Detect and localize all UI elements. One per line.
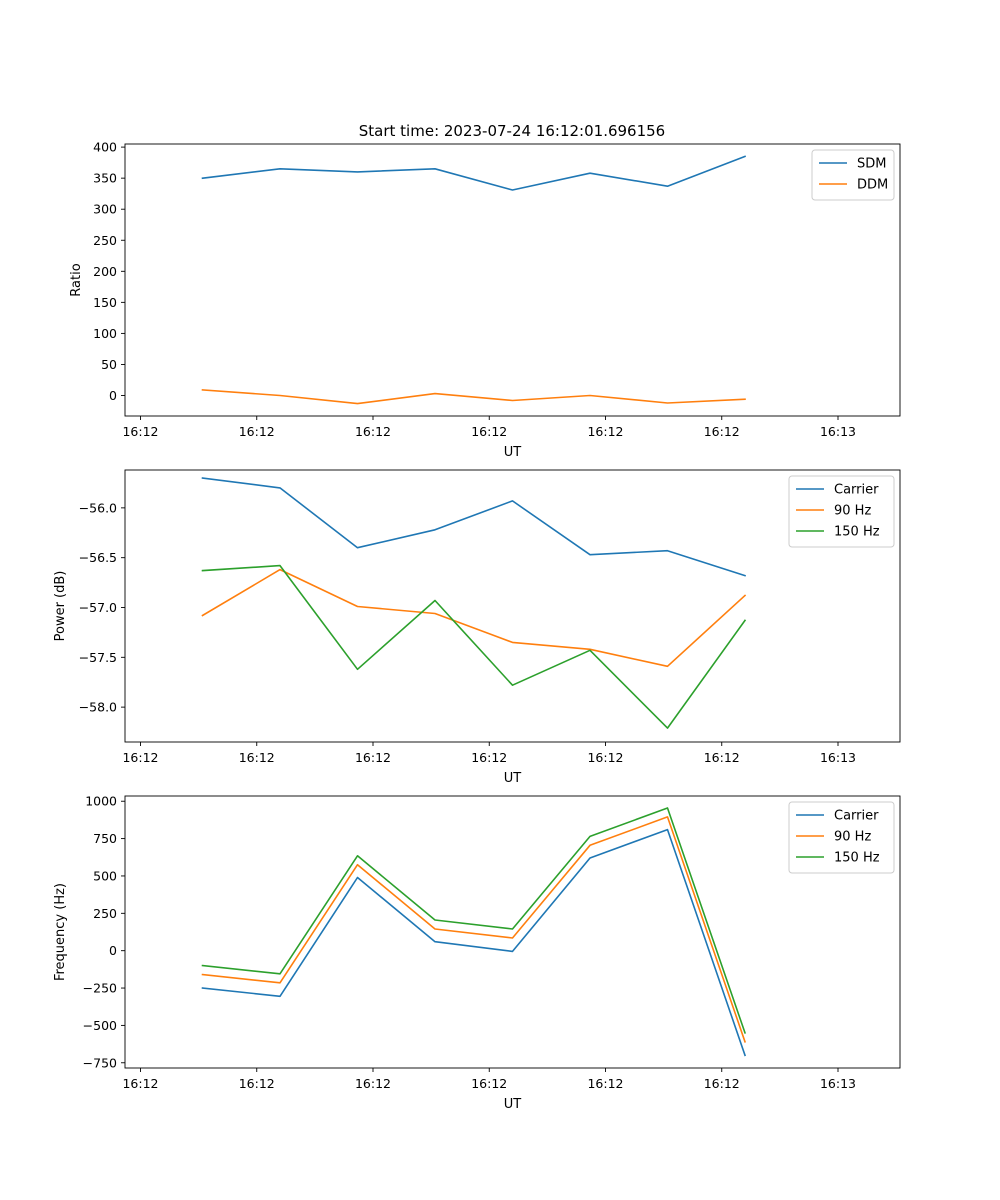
series-line-carrier: [201, 828, 747, 1057]
y-axis-label: Power (dB): [53, 571, 68, 642]
x-tick-label: 16:12: [239, 424, 275, 439]
series-line-150-hz: [201, 807, 747, 1034]
series-line-ddm: [201, 389, 746, 405]
x-tick-label: 16:12: [587, 750, 623, 765]
x-tick-label: 16:12: [239, 1076, 275, 1091]
y-tick-label: 100: [93, 326, 117, 341]
x-axis-label: UT: [504, 445, 522, 460]
plot-area: [125, 470, 900, 742]
x-tick-label: 16:13: [820, 1076, 856, 1091]
x-tick-label: 16:12: [122, 750, 158, 765]
x-tick-label: 16:12: [587, 424, 623, 439]
legend: SDM DDM: [811, 149, 895, 201]
x-tick-label: 16:12: [355, 750, 391, 765]
y-axis-label: Frequency (Hz): [53, 883, 68, 981]
series-line-90-hz: [201, 568, 747, 668]
y-tick-label: −58.0: [79, 700, 117, 715]
y-tick-label: 0: [109, 943, 117, 958]
y-tick-label: 0: [109, 388, 117, 403]
x-tick-label: 16:13: [820, 424, 856, 439]
plot-area: [125, 144, 900, 416]
subplot-1: 16:12 16:12 16:12 16:12 16:12 16:12 16:13 0 50 10…: [69, 140, 901, 460]
y-tick-label: −250: [83, 981, 117, 996]
axes-frame: [124, 143, 901, 417]
figure-title: Start time: 2023-07-24 16:12:01.696156: [359, 122, 665, 140]
x-axis-label: UT: [504, 1097, 522, 1112]
legend-label: DDM: [857, 178, 888, 193]
subplots: 16:12 16:12 16:12 16:12 16:12 16:12 16:13 0 50 10…: [53, 140, 901, 1112]
y-tick-label: 200: [93, 264, 117, 279]
y-tick-label: 150: [93, 295, 117, 310]
y-axis-label: Ratio: [69, 263, 84, 296]
x-tick-label: 16:12: [122, 424, 158, 439]
subplot-2: 16:12 16:12 16:12 16:12 16:12 16:12 16:13 −58.0…: [53, 469, 901, 786]
y-tick-label: −56.5: [79, 550, 117, 565]
legend-label: Carrier: [834, 809, 879, 824]
y-tick-label: 500: [93, 868, 117, 883]
y-tick-label: 50: [101, 357, 117, 372]
legend-label: 150 Hz: [834, 851, 880, 866]
x-axis-label: UT: [504, 771, 522, 786]
y-tick-label: −57.0: [79, 600, 117, 615]
x-tick-label: 16:12: [704, 750, 740, 765]
x-tick-label: 16:12: [704, 424, 740, 439]
x-tick-label: 16:12: [704, 1076, 740, 1091]
series-line-90-hz: [201, 816, 747, 1043]
y-tick-label: 250: [93, 906, 117, 921]
legend-box: [788, 801, 895, 874]
legend-label: 90 Hz: [834, 830, 871, 845]
legend-label: 150 Hz: [834, 525, 880, 540]
plot-area: [125, 796, 900, 1068]
y-tick-label: −750: [83, 1055, 117, 1070]
y-tick-label: 250: [93, 233, 117, 248]
x-tick-label: 16:12: [587, 1076, 623, 1091]
axes-frame: [124, 469, 901, 743]
legend: Carrier 90 Hz 150 Hz: [788, 801, 895, 874]
y-tick-label: −56.0: [79, 500, 117, 515]
y-tick-label: 1000: [85, 794, 117, 809]
x-tick-label: 16:12: [471, 1076, 507, 1091]
series-line-carrier: [201, 477, 747, 577]
legend: Carrier 90 Hz 150 Hz: [788, 475, 895, 548]
legend-label: SDM: [857, 157, 886, 172]
y-tick-label: 350: [93, 171, 117, 186]
y-tick-label: 300: [93, 202, 117, 217]
legend-label: Carrier: [834, 483, 879, 498]
y-tick-label: 400: [93, 140, 117, 155]
y-tick-label: −57.5: [79, 650, 117, 665]
x-tick-label: 16:12: [355, 424, 391, 439]
legend-box: [788, 475, 895, 548]
x-tick-label: 16:12: [122, 1076, 158, 1091]
x-tick-label: 16:12: [239, 750, 275, 765]
y-tick-label: 750: [93, 831, 117, 846]
x-tick-label: 16:12: [355, 1076, 391, 1091]
x-tick-label: 16:12: [471, 424, 507, 439]
subplot-3: 16:12 16:12 16:12 16:12 16:12 16:12 16:13 −750 −…: [53, 794, 901, 1112]
legend-label: 90 Hz: [834, 504, 871, 519]
series-line-sdm: [201, 155, 747, 191]
series-line-150-hz: [201, 564, 747, 729]
x-tick-label: 16:13: [820, 750, 856, 765]
y-tick-label: −500: [83, 1018, 117, 1033]
axes-frame: [124, 795, 901, 1069]
x-tick-label: 16:12: [471, 750, 507, 765]
